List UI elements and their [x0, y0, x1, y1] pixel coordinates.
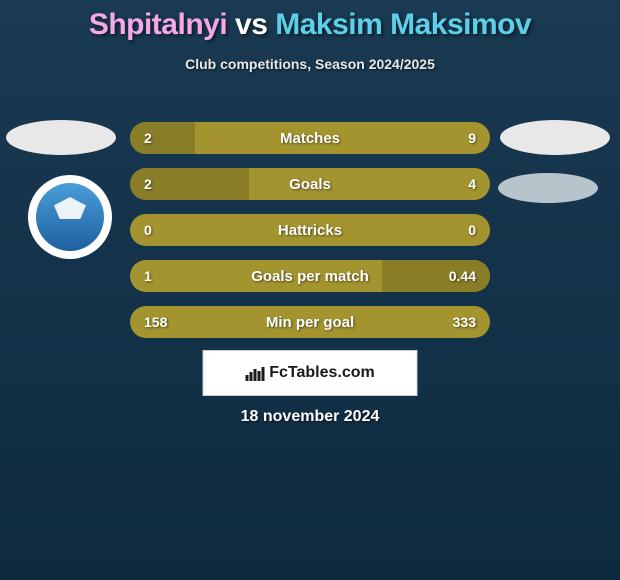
stat-value-right: 0.44 — [449, 268, 476, 284]
branding-label: FcTables.com — [269, 364, 375, 382]
stat-value-right: 0 — [468, 222, 476, 238]
stat-fill-left — [130, 122, 195, 154]
subtitle: Club competitions, Season 2024/2025 — [0, 56, 620, 72]
stat-value-left: 2 — [144, 176, 152, 192]
stat-value-right: 9 — [468, 130, 476, 146]
stat-label: Min per goal — [266, 314, 354, 331]
header: Shpitalnyi vs Maksim Maksimov Club compe… — [0, 0, 620, 72]
comparison-title: Shpitalnyi vs Maksim Maksimov — [0, 8, 620, 42]
player1-name: Shpitalnyi — [89, 8, 227, 41]
player2-club-placeholder — [498, 173, 598, 203]
stat-value-left: 158 — [144, 314, 167, 330]
player1-club-badge — [28, 175, 112, 259]
stats-container: 2 Matches 9 2 Goals 4 0 Hattricks 0 1 Go… — [130, 122, 490, 352]
player2-avatar-placeholder — [500, 120, 610, 155]
club-badge-icon — [36, 183, 104, 251]
stat-value-left: 0 — [144, 222, 152, 238]
stat-row-hattricks: 0 Hattricks 0 — [130, 214, 490, 246]
branding-box[interactable]: FcTables.com — [203, 350, 418, 396]
stat-value-right: 333 — [453, 314, 476, 330]
stat-value-left: 1 — [144, 268, 152, 284]
player1-avatar-placeholder — [6, 120, 116, 155]
stat-value-left: 2 — [144, 130, 152, 146]
stat-label: Hattricks — [278, 222, 342, 239]
stat-row-goals-per-match: 1 Goals per match 0.44 — [130, 260, 490, 292]
stat-label: Matches — [280, 130, 340, 147]
stat-label: Goals — [289, 176, 331, 193]
stat-row-matches: 2 Matches 9 — [130, 122, 490, 154]
vs-separator: vs — [235, 8, 267, 41]
comparison-date: 18 november 2024 — [0, 408, 620, 426]
stat-value-right: 4 — [468, 176, 476, 192]
stat-row-min-per-goal: 158 Min per goal 333 — [130, 306, 490, 338]
stat-label: Goals per match — [251, 268, 369, 285]
stat-row-goals: 2 Goals 4 — [130, 168, 490, 200]
player2-name: Maksim Maksimov — [275, 8, 531, 41]
bar-chart-icon — [245, 365, 265, 381]
